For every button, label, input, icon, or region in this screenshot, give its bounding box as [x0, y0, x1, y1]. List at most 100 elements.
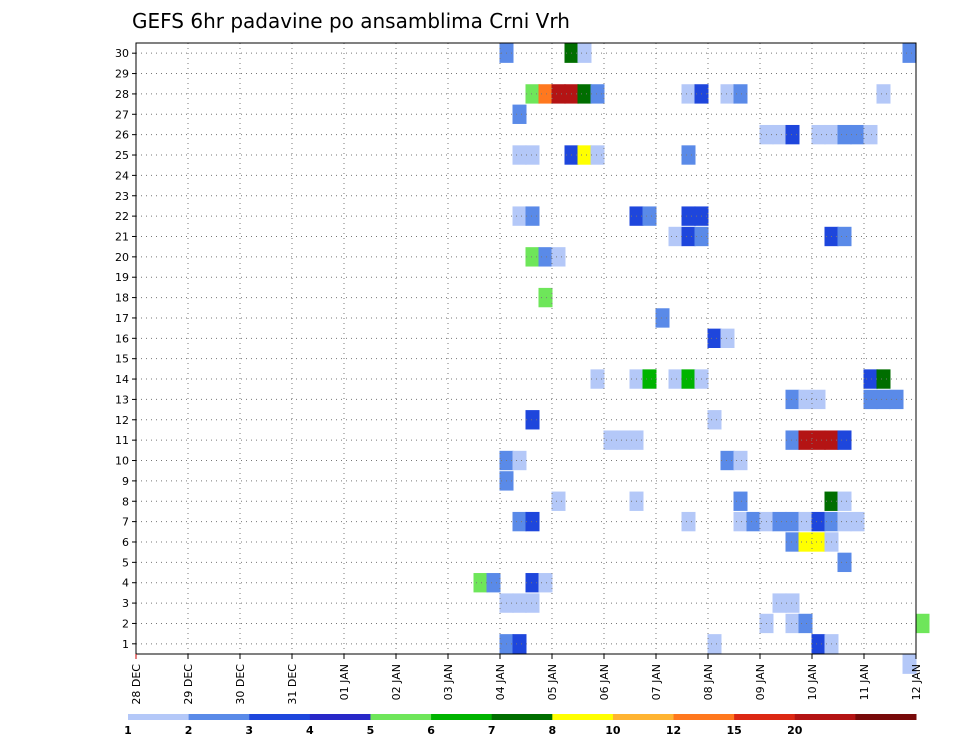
heatmap-cell [512, 206, 527, 226]
heatmap-cell [525, 84, 540, 104]
chart-title: GEFS 6hr padavine po ansamblima Crni Vrh [132, 9, 570, 33]
heatmap-cell [512, 145, 527, 165]
heatmap-cell [590, 84, 605, 104]
y-tick-label: 14 [115, 373, 129, 386]
heatmap-cell [811, 634, 826, 654]
heatmap-cell [512, 593, 527, 613]
y-tick-label: 24 [115, 169, 129, 182]
y-tick-label: 21 [115, 230, 129, 243]
y-tick-label: 23 [115, 190, 129, 203]
heatmap-cell [850, 511, 865, 532]
heatmap-cell [577, 43, 592, 63]
heatmap-cell [733, 84, 748, 104]
heatmap-cell [733, 511, 748, 532]
colorbar-label: 7 [488, 724, 496, 737]
grid [136, 43, 916, 654]
heatmap-cell [811, 430, 826, 450]
y-tick-label: 19 [115, 271, 129, 284]
y-tick-label: 13 [115, 393, 129, 406]
plot-frame [135, 42, 917, 655]
x-tick-label: 04 JAN [494, 664, 507, 700]
heatmap-cell [772, 511, 787, 532]
colorbar-label: 10 [605, 724, 621, 737]
colorbar-label: 5 [367, 724, 375, 737]
x-tick-label: 06 JAN [598, 664, 611, 700]
heatmap-cell [590, 145, 605, 165]
heatmap-cell [525, 511, 540, 532]
x-tick-label: 08 JAN [702, 664, 715, 700]
heatmap-cell [902, 654, 917, 674]
y-tick-label: 20 [115, 251, 129, 264]
heatmap-cell [772, 124, 787, 145]
x-tick-label: 12 JAN [910, 664, 923, 700]
colorbar-swatch [309, 714, 371, 720]
y-tick-label: 25 [115, 149, 129, 162]
heatmap-cell [538, 84, 553, 104]
heatmap-cell [512, 104, 527, 124]
colorbar-swatch [188, 714, 250, 720]
y-tick-label: 9 [122, 475, 129, 488]
heatmap-cell [577, 145, 592, 165]
y-tick-label: 11 [115, 434, 129, 447]
heatmap-cell [863, 389, 878, 410]
heatmap-cell [473, 573, 488, 593]
heatmap-cell [668, 226, 683, 247]
heatmap-cell [681, 226, 696, 247]
heatmap-cell [876, 369, 891, 389]
x-tick-label: 11 JAN [858, 664, 871, 700]
y-tick-label: 16 [115, 332, 129, 345]
colorbar-label: 3 [245, 724, 253, 737]
heatmap-cell [798, 532, 813, 552]
colorbar-swatch [552, 714, 614, 720]
x-tick-label: 10 JAN [806, 664, 819, 700]
heatmap-cell [746, 511, 761, 532]
heatmap-cell [785, 124, 800, 145]
y-tick-label: 15 [115, 353, 129, 366]
y-axis: 1234567891011121314151617181920212223242… [115, 47, 136, 651]
y-tick-label: 30 [115, 47, 129, 60]
heatmap-cell [707, 328, 722, 348]
colorbar-swatch [855, 714, 917, 720]
heatmap-cell [525, 410, 540, 430]
y-tick-label: 18 [115, 292, 129, 305]
x-tick-label: 29 DEC [182, 664, 195, 705]
heatmap-cell [642, 206, 657, 226]
colorbar-swatch [612, 714, 675, 720]
colorbar-swatch [370, 714, 432, 720]
y-tick-label: 26 [115, 129, 129, 142]
heatmap-cell [525, 593, 540, 613]
heatmap-cell [798, 511, 813, 532]
heatmap-cell [720, 84, 735, 104]
colorbar-label: 12 [666, 724, 681, 737]
y-tick-label: 6 [122, 536, 129, 549]
heatmap-cell [681, 145, 696, 165]
heatmap-cell [720, 450, 735, 471]
heatmap-cell [798, 430, 813, 450]
y-tick-label: 1 [122, 638, 129, 651]
colorbar-label: 6 [427, 724, 435, 737]
heatmap-cell [837, 511, 852, 532]
x-tick-label: 02 JAN [390, 664, 403, 700]
heatmap-cell [512, 450, 527, 471]
heatmap-cell [785, 389, 800, 410]
y-tick-label: 27 [115, 108, 129, 121]
y-tick-label: 3 [122, 597, 129, 610]
x-tick-label: 30 DEC [234, 664, 247, 705]
colorbar-label: 4 [306, 724, 314, 737]
y-tick-label: 7 [122, 516, 129, 529]
heatmap-cell [590, 369, 605, 389]
y-tick-label: 17 [115, 312, 129, 325]
colorbar-label: 8 [548, 724, 556, 737]
colorbar-label: 15 [726, 724, 741, 737]
x-tick-label: 07 JAN [650, 664, 663, 700]
y-tick-label: 4 [122, 577, 129, 590]
x-tick-label: 03 JAN [442, 664, 455, 700]
x-tick-label: 28 DEC [130, 664, 143, 705]
heatmap-cell [538, 287, 553, 308]
heatmap-cell [863, 369, 878, 389]
heatmap-cell [798, 613, 813, 634]
colorbar-label: 2 [185, 724, 193, 737]
heatmap-cell [525, 247, 540, 267]
heatmap-cell [876, 84, 891, 104]
heatmap-cell [551, 491, 566, 511]
